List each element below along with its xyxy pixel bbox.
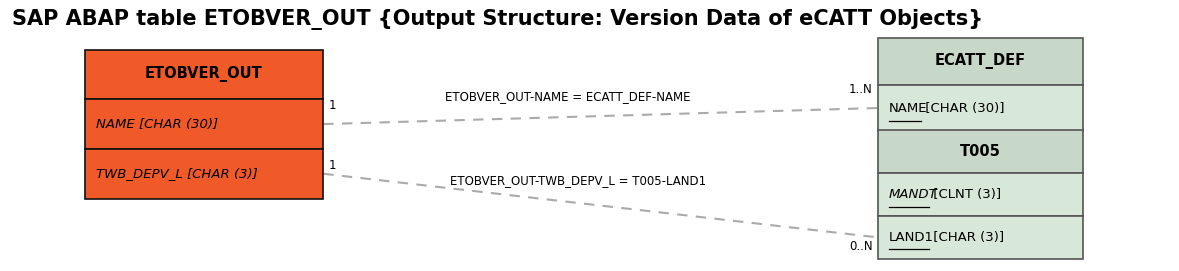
FancyBboxPatch shape	[878, 130, 1084, 173]
FancyBboxPatch shape	[85, 149, 323, 199]
FancyBboxPatch shape	[878, 216, 1084, 259]
Text: ETOBVER_OUT-TWB_DEPV_L = T005-LAND1: ETOBVER_OUT-TWB_DEPV_L = T005-LAND1	[450, 174, 706, 187]
FancyBboxPatch shape	[85, 99, 323, 149]
Text: ETOBVER_OUT-NAME = ECATT_DEF-NAME: ETOBVER_OUT-NAME = ECATT_DEF-NAME	[444, 90, 690, 103]
Text: [CLNT (3)]: [CLNT (3)]	[929, 188, 1001, 201]
Text: LAND1: LAND1	[889, 231, 934, 244]
Text: [CHAR (30)]: [CHAR (30)]	[921, 102, 1005, 115]
Text: NAME: NAME	[889, 102, 928, 115]
FancyBboxPatch shape	[85, 50, 323, 99]
Text: 1: 1	[329, 159, 336, 172]
Text: 0..N: 0..N	[849, 240, 872, 253]
Text: SAP ABAP table ETOBVER_OUT {Output Structure: Version Data of eCATT Objects}: SAP ABAP table ETOBVER_OUT {Output Struc…	[13, 9, 983, 30]
Text: 1..N: 1..N	[849, 83, 872, 96]
Text: 1: 1	[329, 99, 336, 112]
Text: ETOBVER_OUT: ETOBVER_OUT	[145, 66, 263, 82]
FancyBboxPatch shape	[878, 85, 1084, 131]
FancyBboxPatch shape	[878, 38, 1084, 85]
Text: [CHAR (3)]: [CHAR (3)]	[929, 231, 1005, 244]
Text: ECATT_DEF: ECATT_DEF	[935, 53, 1026, 69]
Text: MANDT: MANDT	[889, 188, 937, 201]
FancyBboxPatch shape	[878, 173, 1084, 216]
Text: TWB_DEPV_L [CHAR (3)]: TWB_DEPV_L [CHAR (3)]	[95, 167, 257, 180]
Text: NAME [CHAR (30)]: NAME [CHAR (30)]	[95, 118, 218, 131]
Text: T005: T005	[960, 144, 1001, 159]
